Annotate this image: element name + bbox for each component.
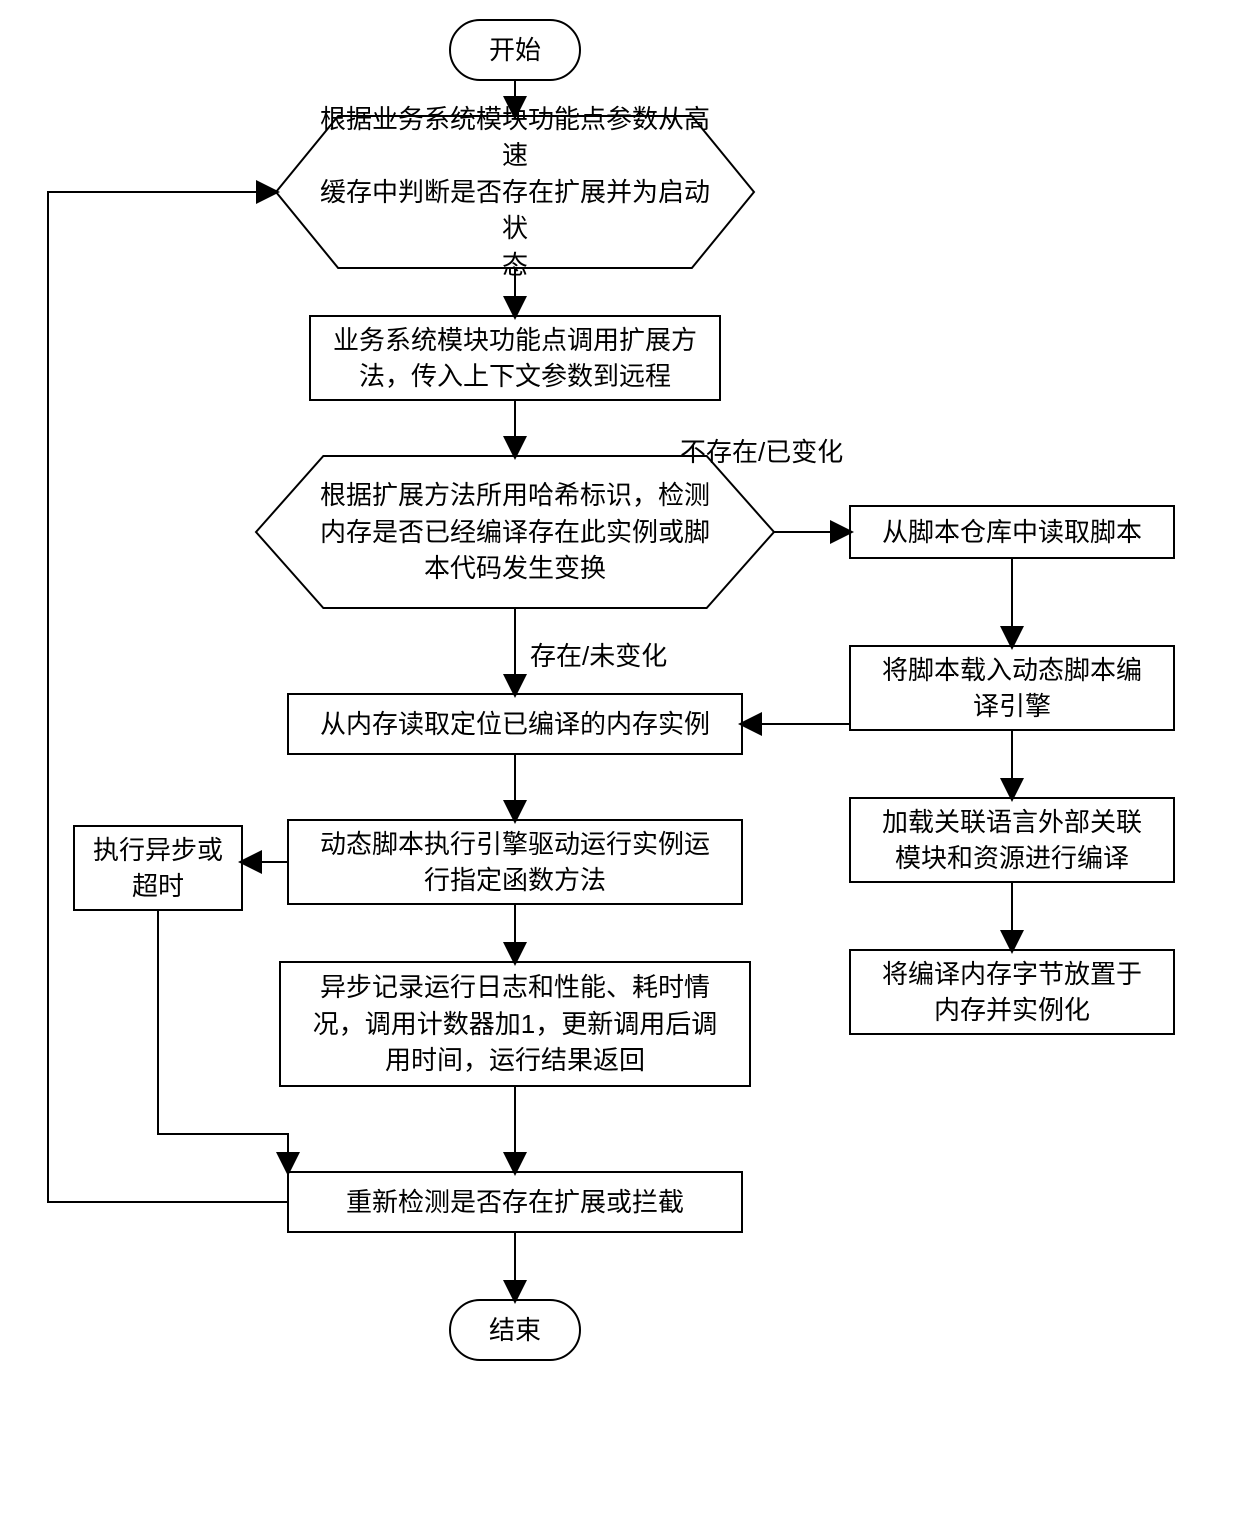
edge-l1-p5 bbox=[158, 910, 288, 1172]
node-label-end: 结束 bbox=[458, 1300, 572, 1360]
node-label-d2: 根据扩展方法所用哈希标识，检测内存是否已经编译存在此实例或脚本代码发生变换 bbox=[297, 456, 732, 608]
edge-p5-d1 bbox=[48, 192, 288, 1202]
node-label-r4: 将编译内存字节放置于内存并实例化 bbox=[858, 950, 1166, 1034]
node-label-start: 开始 bbox=[458, 20, 572, 80]
edge-label-e1: 不存在/已变化 bbox=[680, 432, 843, 469]
node-label-r3: 加载关联语言外部关联模块和资源进行编译 bbox=[858, 798, 1166, 882]
node-label-p3: 动态脚本执行引擎驱动运行实例运行指定函数方法 bbox=[296, 820, 734, 904]
node-label-p4: 异步记录运行日志和性能、耗时情况，调用计数器加1，更新调用后调用时间，运行结果返… bbox=[288, 962, 742, 1086]
node-label-p2: 从内存读取定位已编译的内存实例 bbox=[296, 694, 734, 754]
node-label-p1: 业务系统模块功能点调用扩展方法，传入上下文参数到远程 bbox=[318, 316, 712, 400]
node-label-d1: 根据业务系统模块功能点参数从高速缓存中判断是否存在扩展并为启动状态 bbox=[314, 116, 716, 268]
edge-label-e2: 存在/未变化 bbox=[530, 636, 667, 673]
node-label-r1: 从脚本仓库中读取脚本 bbox=[858, 506, 1166, 558]
node-label-l1: 执行异步或超时 bbox=[82, 826, 234, 910]
node-label-r2: 将脚本载入动态脚本编译引擎 bbox=[858, 646, 1166, 730]
node-label-p5: 重新检测是否存在扩展或拦截 bbox=[296, 1172, 734, 1232]
